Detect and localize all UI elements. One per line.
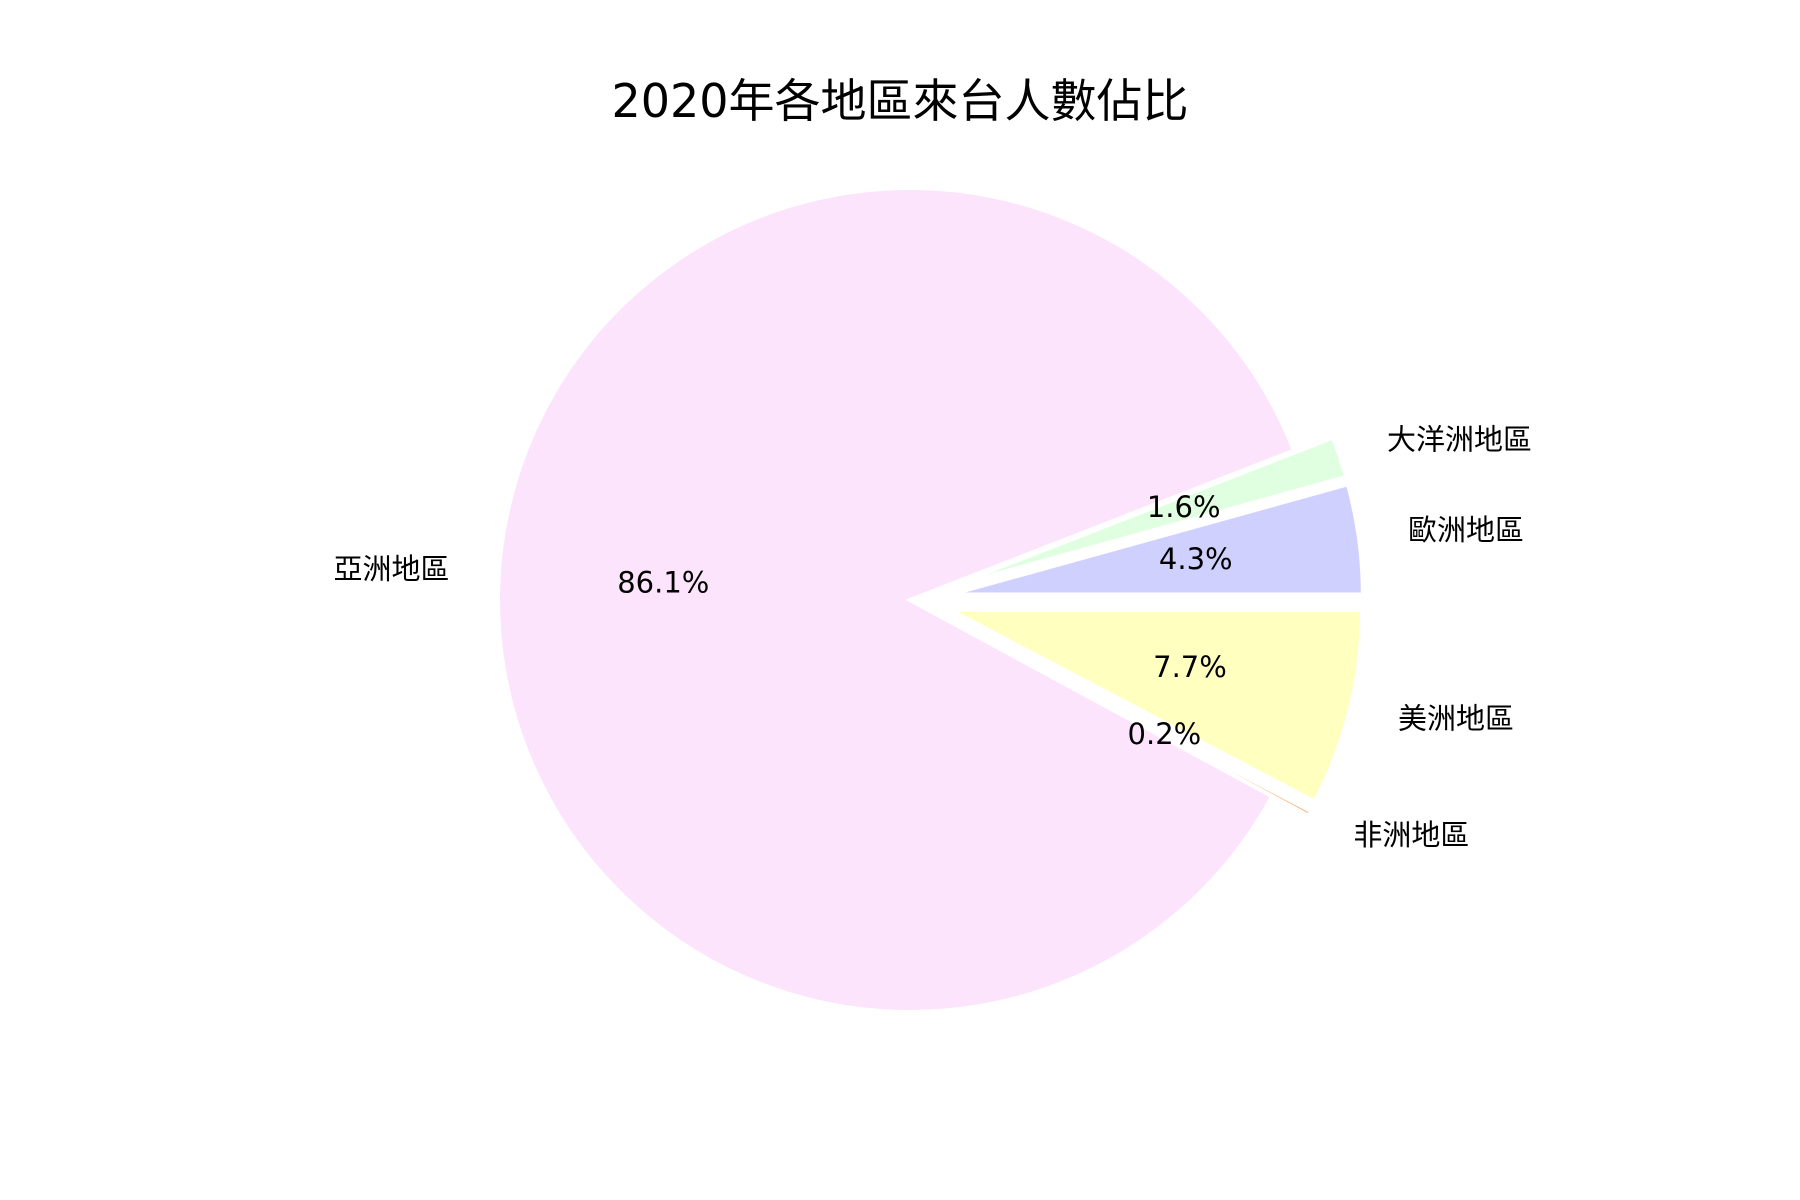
- chart-title: 2020年各地區來台人數佔比: [611, 74, 1188, 128]
- pie-slice-3: [945, 617, 1314, 819]
- pie-slice-4: [949, 607, 1365, 805]
- slice-percent-0: 4.3%: [1159, 542, 1233, 576]
- slice-percent-2: 86.1%: [617, 565, 709, 599]
- pie-labels: 歐洲地區 4.3% 大洋洲地區 1.6% 亞洲地區 86.1% 非洲地區 0.2% 美洲地區 7.…: [333, 423, 1532, 852]
- pie-slice-2: [496, 186, 1297, 1014]
- pie-slice-1: [948, 435, 1349, 589]
- slice-percent-3: 0.2%: [1128, 717, 1202, 751]
- slice-label-0: 歐洲地區: [1408, 513, 1524, 547]
- slice-label-1: 大洋洲地區: [1387, 423, 1532, 457]
- slice-label-4: 美洲地區: [1398, 702, 1514, 736]
- pie-slices: [496, 186, 1365, 1014]
- pie-slice-0: [950, 481, 1365, 597]
- slice-percent-4: 7.7%: [1153, 650, 1227, 684]
- slice-label-2: 亞洲地區: [333, 552, 449, 586]
- slice-percent-1: 1.6%: [1147, 490, 1221, 524]
- slice-label-3: 非洲地區: [1353, 818, 1469, 852]
